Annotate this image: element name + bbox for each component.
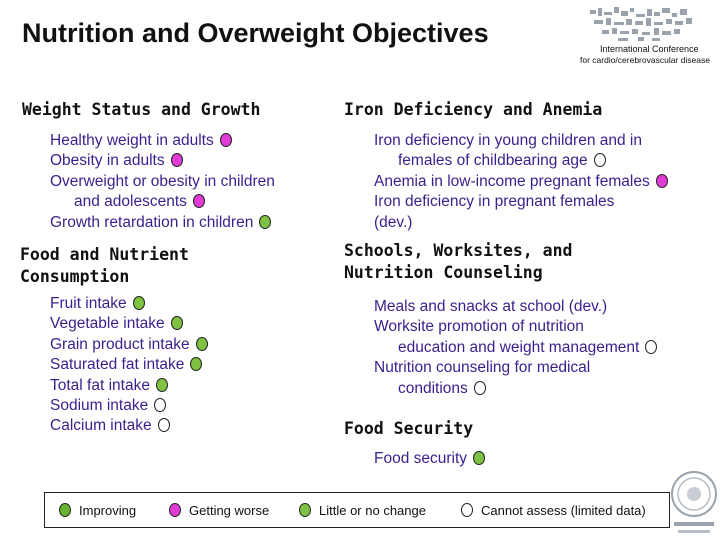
no-change-indicator-icon xyxy=(190,357,203,372)
list-item: Iron deficiency in pregnant females (dev… xyxy=(374,193,615,231)
list-item: Sodium intake xyxy=(50,396,208,416)
food-security-list: Food security xyxy=(374,449,486,469)
cannot-assess-indicator-icon xyxy=(473,380,486,395)
list-item: Healthy weight in adults xyxy=(50,131,275,151)
getting-worse-indicator-icon xyxy=(169,503,181,517)
no-change-indicator-icon xyxy=(195,336,208,351)
no-change-indicator-icon xyxy=(170,316,183,331)
list-item: Growth retardation in children xyxy=(50,213,275,233)
cannot-assess-indicator-icon xyxy=(157,418,170,433)
list-item: Food security xyxy=(374,449,486,469)
list-item: Iron deficiency in young children and in… xyxy=(374,132,642,170)
conference-name: International Conference xyxy=(600,44,699,54)
list-item: Obesity in adults xyxy=(50,151,275,171)
list-item: Vegetable intake xyxy=(50,314,208,334)
list-item: Total fat intake xyxy=(50,376,208,396)
conference-subtitle: for cardio/cerebrovascular disease xyxy=(580,55,710,65)
no-change-indicator-icon xyxy=(259,214,272,229)
weight-status-heading: Weight Status and Growth xyxy=(22,100,261,119)
legend-improving: Improving xyxy=(59,503,136,518)
no-change-indicator-icon xyxy=(473,451,486,465)
list-item: Overweight or obesity in children and ad… xyxy=(50,172,275,211)
food-nutrient-list: Fruit intake Vegetable intake Grain prod… xyxy=(50,294,208,437)
cannot-assess-indicator-icon xyxy=(461,503,473,517)
getting-worse-indicator-icon xyxy=(170,153,183,168)
list-item: Anemia in low-income pregnant females xyxy=(374,172,668,192)
legend-little-or-no-change: Little or no change xyxy=(299,503,426,518)
getting-worse-indicator-icon xyxy=(192,194,205,209)
cannot-assess-indicator-icon xyxy=(593,153,606,168)
no-change-indicator-icon xyxy=(132,296,145,310)
list-item: Meals and snacks at school (dev.) xyxy=(374,298,608,315)
legend-getting-worse: Getting worse xyxy=(169,503,269,518)
weight-status-list: Healthy weight in adults Obesity in adul… xyxy=(50,131,275,233)
iron-anemia-heading: Iron Deficiency and Anemia xyxy=(344,100,603,119)
list-item: Worksite promotion of nutrition educatio… xyxy=(374,317,658,358)
government-seal-icon xyxy=(671,471,717,533)
schools-worksites-heading: Schools, Worksites, and Nutrition Counse… xyxy=(344,241,573,282)
improving-indicator-icon xyxy=(59,503,71,517)
conference-logo-graphic xyxy=(590,7,692,41)
status-legend: Improving Getting worse Little or no cha… xyxy=(44,492,670,528)
food-nutrient-heading: Food and Nutrient Consumption xyxy=(20,245,189,286)
list-item: Calcium intake xyxy=(50,416,208,436)
cannot-assess-indicator-icon xyxy=(645,339,658,354)
food-security-heading: Food Security xyxy=(344,419,474,438)
conference-logo: International Conference for cardio/cere… xyxy=(580,4,720,66)
page-title: Nutrition and Overweight Objectives xyxy=(22,18,489,48)
legend-cannot-assess: Cannot assess (limited data) xyxy=(461,503,646,518)
list-item: Saturated fat intake xyxy=(50,355,208,375)
cannot-assess-indicator-icon xyxy=(154,398,167,413)
schools-worksites-list: Meals and snacks at school (dev.) Worksi… xyxy=(374,297,658,399)
no-change-indicator-icon xyxy=(299,503,311,517)
getting-worse-indicator-icon xyxy=(655,173,668,188)
no-change-indicator-icon xyxy=(155,377,168,392)
getting-worse-indicator-icon xyxy=(219,133,232,147)
list-item: Grain product intake xyxy=(50,335,208,355)
list-item: Nutrition counseling for medical conditi… xyxy=(374,359,591,397)
iron-anemia-list: Iron deficiency in young children and in… xyxy=(374,131,668,233)
list-item: Fruit intake xyxy=(50,294,208,314)
